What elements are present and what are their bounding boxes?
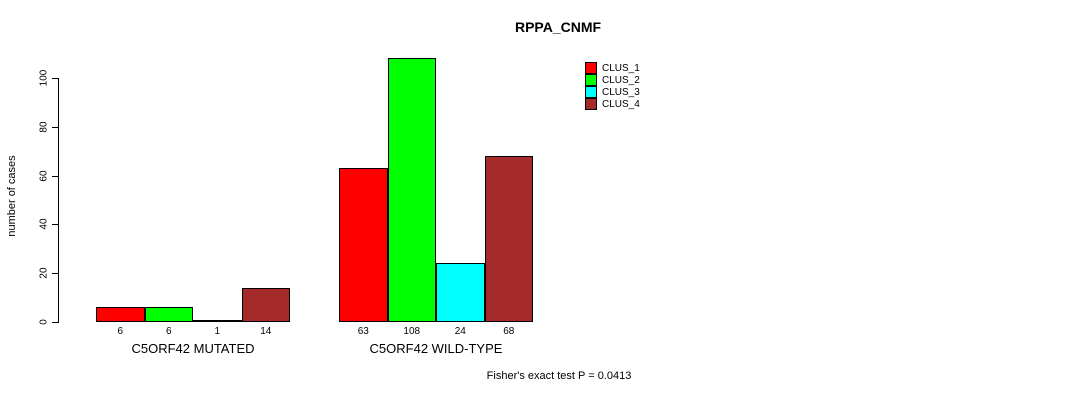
legend: CLUS_1 CLUS_2 CLUS_3 CLUS_4 bbox=[585, 62, 640, 110]
bar-value-label: 6 bbox=[117, 326, 124, 337]
bar-clus_4 bbox=[484, 156, 533, 322]
bar-clus_4 bbox=[241, 288, 290, 322]
bar-clus_2 bbox=[387, 58, 436, 322]
y-tick-label: 60 bbox=[38, 170, 50, 182]
bar-clus_3 bbox=[436, 263, 485, 322]
legend-label: CLUS_4 bbox=[602, 98, 640, 110]
y-axis-tick bbox=[52, 273, 58, 275]
legend-label: CLUS_2 bbox=[602, 74, 640, 86]
legend-item-clus_1: CLUS_1 bbox=[585, 62, 640, 74]
bar-clus_1 bbox=[96, 307, 145, 322]
bar-value-label: 108 bbox=[403, 326, 421, 337]
bar-clus_1 bbox=[339, 168, 388, 322]
legend-swatch-icon bbox=[585, 74, 597, 86]
bar-value-label: 14 bbox=[260, 326, 272, 337]
y-tick-label: 20 bbox=[38, 267, 50, 279]
y-axis-tick bbox=[52, 224, 58, 226]
bar-clus_3 bbox=[193, 320, 242, 322]
bar-value-label: 24 bbox=[454, 326, 466, 337]
legend-label: CLUS_1 bbox=[602, 62, 640, 74]
legend-swatch-icon bbox=[585, 98, 597, 110]
y-tick-label: 0 bbox=[38, 319, 50, 325]
legend-item-clus_2: CLUS_2 bbox=[585, 74, 640, 86]
bar-value-label: 6 bbox=[165, 326, 172, 337]
y-axis-tick bbox=[52, 78, 58, 79]
legend-label: CLUS_3 bbox=[602, 86, 640, 98]
y-axis-line bbox=[58, 78, 59, 323]
bar-clus_2 bbox=[144, 307, 193, 322]
bar-value-label: 1 bbox=[214, 326, 221, 337]
legend-item-clus_3: CLUS_3 bbox=[585, 86, 640, 98]
category-label: C5ORF42 MUTATED bbox=[131, 341, 255, 356]
y-tick-label: 100 bbox=[38, 69, 50, 87]
y-axis-tick bbox=[52, 322, 58, 323]
legend-item-clus_4: CLUS_4 bbox=[585, 98, 640, 110]
bar-value-label: 68 bbox=[503, 326, 515, 337]
y-tick-label: 40 bbox=[38, 218, 50, 230]
y-axis-tick bbox=[52, 175, 58, 177]
y-tick-label: 80 bbox=[38, 121, 50, 133]
fisher-test-footnote: Fisher's exact test P = 0.0413 bbox=[486, 370, 632, 382]
legend-swatch-icon bbox=[585, 86, 597, 98]
chart-title: RPPA_CNMF bbox=[514, 19, 602, 35]
bar-value-label: 63 bbox=[357, 326, 369, 337]
y-axis-tick bbox=[52, 126, 58, 128]
category-label: C5ORF42 WILD-TYPE bbox=[369, 341, 503, 356]
legend-swatch-icon bbox=[585, 62, 597, 74]
